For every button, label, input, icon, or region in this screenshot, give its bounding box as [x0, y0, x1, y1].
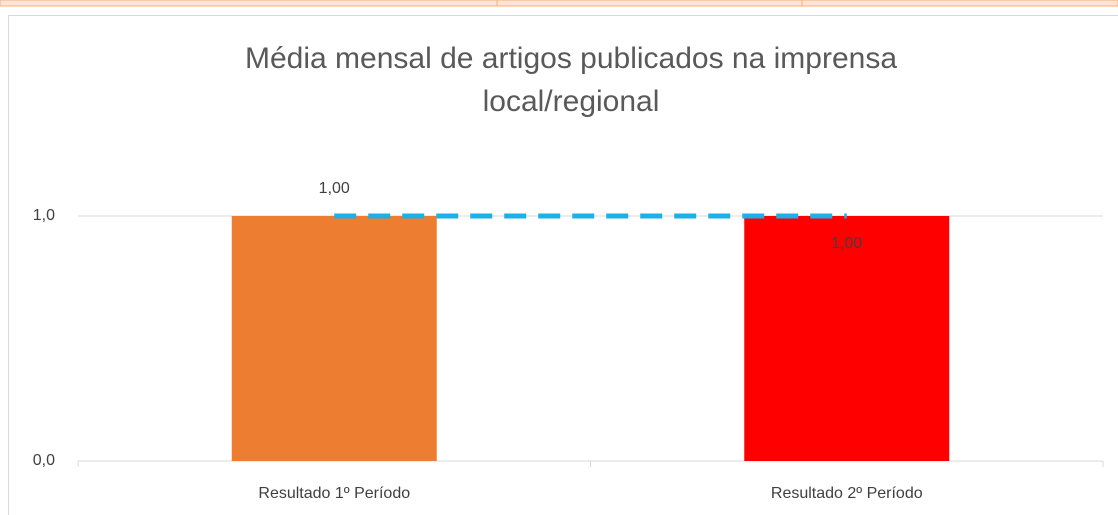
data-label: 1,00: [319, 180, 350, 197]
bar: [744, 216, 950, 461]
y-tick-label: 0,0: [33, 452, 55, 469]
x-tick-label: Resultado 1º Período: [258, 485, 410, 502]
chart-title: local/regional: [483, 85, 660, 118]
data-label: 1,00: [831, 235, 862, 252]
bar: [231, 216, 437, 461]
chart-title: Média mensal de artigos publicados na im…: [245, 42, 897, 75]
y-tick-label: 1,0: [33, 207, 55, 224]
table-border: [0, 0, 1118, 7]
x-tick-label: Resultado 2º Período: [771, 485, 923, 502]
